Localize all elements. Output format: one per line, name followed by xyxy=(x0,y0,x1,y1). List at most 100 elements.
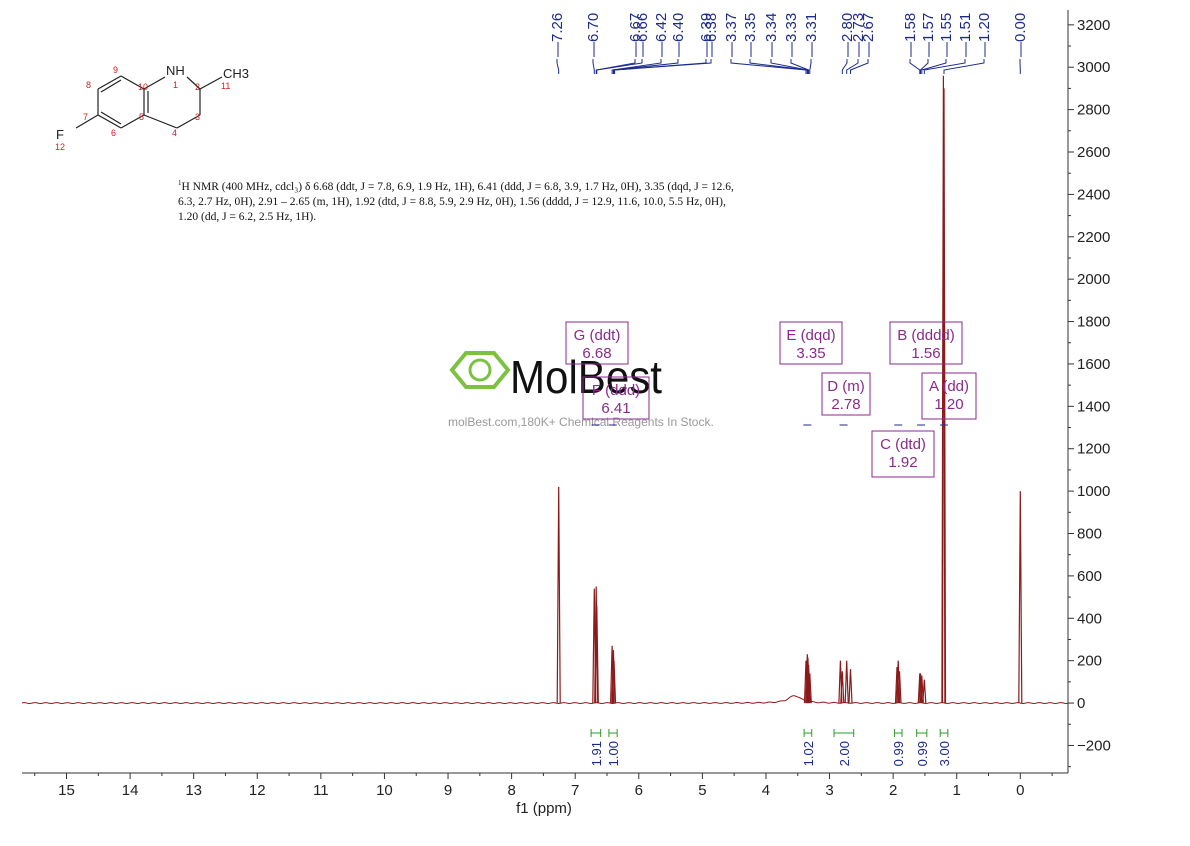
y-tick-label: 200 xyxy=(1077,653,1102,670)
atom-number-10: 10 xyxy=(138,82,148,92)
multiplet-label: A (dd) xyxy=(929,378,969,395)
peak-label-leader xyxy=(557,59,559,74)
atom-number-3: 3 xyxy=(195,112,200,122)
x-tick-label: 1 xyxy=(953,782,961,799)
nmr-description: 1H NMR (400 MHz, cdcl₃) δ 6.68 (ddt, J =… xyxy=(178,176,748,225)
y-tick-label: 800 xyxy=(1077,526,1102,543)
peak-label: —6.66 xyxy=(634,13,651,57)
peak-label: —6.42 xyxy=(653,13,670,57)
peak-label: —1.55 xyxy=(938,13,955,57)
peak-label-leader xyxy=(731,59,806,74)
multiplet-label: G (ddt) xyxy=(574,327,621,344)
peak-label: —1.20 xyxy=(976,13,993,57)
spectrum-peak xyxy=(849,669,852,703)
y-tick-label: 3000 xyxy=(1077,59,1110,76)
peak-label-leader xyxy=(615,59,711,74)
peak-label: —3.35 xyxy=(742,13,759,57)
x-tick-label: 0 xyxy=(1016,782,1024,799)
multiplet-value: 1.92 xyxy=(888,454,917,471)
atom-number-4: 4 xyxy=(172,128,177,138)
integral-value: 0.99 xyxy=(891,741,906,766)
peak-label-leader xyxy=(910,59,920,74)
peak-label-leader xyxy=(924,59,965,74)
spectrum-peak xyxy=(1019,491,1022,703)
integral-value: 0.99 xyxy=(915,741,930,766)
description-text: H NMR (400 MHz, cdcl₃) δ 6.68 (ddt, J = … xyxy=(178,181,734,223)
multiplet-value: 6.41 xyxy=(601,400,630,417)
peak-label: —6.70 xyxy=(585,13,602,57)
peak-label: —3.34 xyxy=(763,13,780,57)
y-tick-label: 2600 xyxy=(1077,144,1110,161)
integral-value: 1.91 xyxy=(589,741,604,766)
integral-value: 3.00 xyxy=(937,741,952,766)
watermark-hexagon-icon xyxy=(452,353,508,387)
molecule-structure xyxy=(76,76,222,128)
spectrum-baseline xyxy=(22,696,1068,704)
molecule-labels: NH CH3 F 1 2 3 4 5 6 7 8 9 10 11 12 xyxy=(55,63,249,152)
atom-number-12: 12 xyxy=(55,142,65,152)
peak-label-leader xyxy=(596,59,635,74)
y-tick-label: 1400 xyxy=(1077,398,1110,415)
peak-label-layer: —7.26—6.70—6.67—6.66—6.42—6.40—6.39—6.38… xyxy=(549,13,1029,74)
bond xyxy=(144,115,177,128)
integral-value: 2.00 xyxy=(837,741,852,766)
peak-label-leader xyxy=(810,59,811,74)
peak-label: —1.57 xyxy=(920,13,937,57)
peak-label: —7.26 xyxy=(549,13,566,57)
spectrum-peak xyxy=(845,661,848,703)
x-tick-label: 3 xyxy=(825,782,833,799)
atom-f: F xyxy=(56,127,64,142)
spectrum-peak xyxy=(557,487,560,703)
x-tick-label: 8 xyxy=(507,782,515,799)
x-tick-label: 10 xyxy=(376,782,393,799)
x-tick-label: 12 xyxy=(249,782,266,799)
watermark-tagline: molBest.com,180K+ Chemical Reagents In S… xyxy=(448,415,714,429)
y-tick-label: 1200 xyxy=(1077,441,1110,458)
x-tick-label: 4 xyxy=(762,782,770,799)
atom-number-5: 5 xyxy=(139,112,144,122)
peak-label: —3.31 xyxy=(803,13,820,57)
x-tick-label: 15 xyxy=(58,782,75,799)
multiplet-label: D (m) xyxy=(827,378,865,395)
y-tick-label: 2400 xyxy=(1077,186,1110,203)
multiplet-label: B (dddd) xyxy=(897,327,955,344)
y-tick-label: 1600 xyxy=(1077,356,1110,373)
atom-number-9: 9 xyxy=(113,65,118,75)
spectrum-peak xyxy=(923,680,926,703)
multiplet-value: 1.56 xyxy=(911,345,940,362)
y-tick-label: 1800 xyxy=(1077,314,1110,331)
multiplet-value: 1.20 xyxy=(934,396,963,413)
atom-nh: NH xyxy=(166,63,185,78)
x-tick-label: 13 xyxy=(185,782,202,799)
atom-number-7: 7 xyxy=(83,112,88,122)
x-tick-label: 11 xyxy=(313,782,329,799)
integral-value: 1.02 xyxy=(801,741,816,766)
x-tick-label: 6 xyxy=(635,782,643,799)
atom-number-1: 1 xyxy=(173,80,178,90)
y-tick-label: −200 xyxy=(1077,737,1111,754)
peak-label: —6.40 xyxy=(670,13,687,57)
multiplet-label: C (dtd) xyxy=(880,436,926,453)
watermark-ring-icon xyxy=(470,360,490,380)
atom-number-11: 11 xyxy=(221,81,230,91)
x-tick-label: 14 xyxy=(122,782,139,799)
atom-number-8: 8 xyxy=(86,80,91,90)
atom-number-6: 6 xyxy=(111,128,116,138)
watermark: MolBest molBest.com,180K+ Chemical Reage… xyxy=(448,351,714,429)
peak-label: —3.37 xyxy=(723,13,740,57)
y-tick-label: 2800 xyxy=(1077,102,1110,119)
multiplet-value: 6.68 xyxy=(582,345,611,362)
peak-label: —2.67 xyxy=(860,13,877,57)
peak-label-leader xyxy=(944,59,984,74)
peak-label: —1.51 xyxy=(957,13,974,57)
bond xyxy=(200,77,222,89)
peak-label-leader xyxy=(593,59,594,74)
peak-label: —6.38 xyxy=(703,13,720,57)
y-tick-label: 1000 xyxy=(1077,483,1110,500)
y-tick-label: 2000 xyxy=(1077,271,1110,288)
y-tick-label: 0 xyxy=(1077,695,1085,712)
integral-value: 1.00 xyxy=(606,741,621,766)
peak-label: —3.33 xyxy=(783,13,800,57)
